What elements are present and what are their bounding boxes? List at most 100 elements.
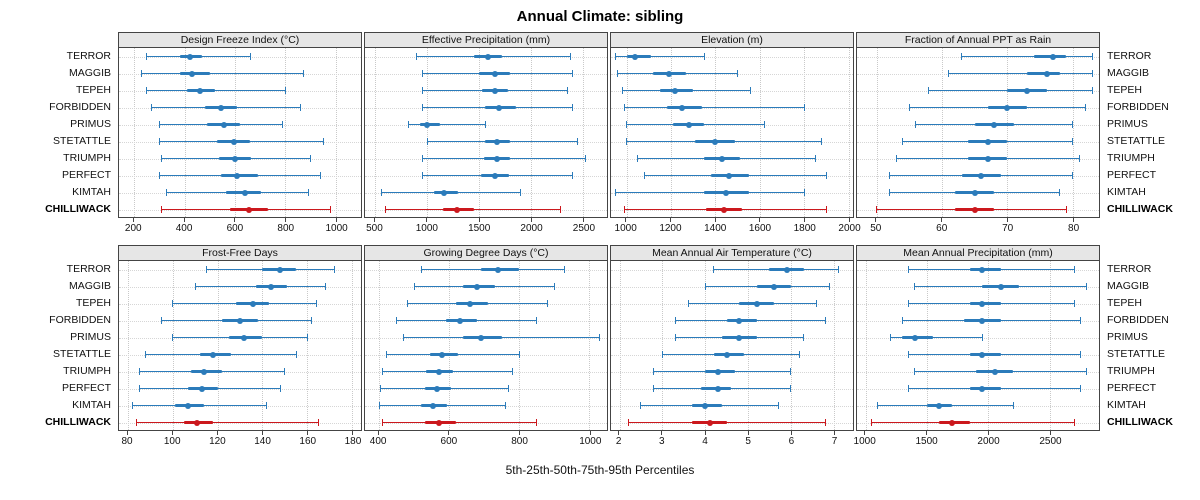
whisker-cap	[249, 53, 251, 60]
median-dot	[736, 317, 743, 324]
median-dot	[948, 419, 955, 426]
station-label-left: PRIMUS	[70, 331, 111, 343]
axis-tick	[625, 218, 627, 222]
axis-tick	[1007, 218, 1009, 222]
station-label-right: KIMTAH	[1107, 186, 1146, 198]
horizontal-gridline	[611, 303, 853, 305]
median-dot	[991, 368, 998, 375]
median-dot	[1050, 53, 1057, 60]
median-dot	[753, 300, 760, 307]
axis-tick-label: 2500	[572, 223, 596, 234]
vertical-gridline	[748, 261, 750, 430]
axis-tick	[759, 218, 761, 222]
panel-title-mean-annual-precipitation-mm: Mean Annual Precipitation (mm)	[856, 245, 1100, 261]
station-label-left: FORBIDDEN	[49, 314, 111, 326]
whisker-cap	[824, 419, 826, 426]
whisker-cap	[564, 266, 566, 273]
axis-tick	[804, 218, 806, 222]
panel-plot-design-freeze-index-c	[118, 48, 362, 218]
horizontal-gridline	[119, 73, 361, 75]
vertical-gridline	[335, 48, 337, 217]
axis-tick-label: 1000	[579, 436, 602, 447]
station-label-right: TRIUMPH	[1107, 152, 1155, 164]
whisker-cap	[385, 206, 387, 213]
vertical-gridline	[531, 48, 533, 217]
median-dot	[783, 266, 790, 273]
median-dot	[632, 53, 639, 60]
whisker-cap	[674, 317, 676, 324]
whisker-cap	[266, 402, 268, 409]
station-label-left: CHILLIWACK	[45, 416, 111, 428]
median-dot	[770, 283, 777, 290]
whisker-cap	[136, 419, 138, 426]
vertical-gridline	[589, 261, 591, 430]
median-dot	[424, 121, 431, 128]
axis-tick	[262, 431, 264, 435]
whisker-cap	[504, 402, 506, 409]
whisker-cap	[828, 283, 830, 290]
whisker-cap	[915, 121, 917, 128]
whisker-cap	[640, 402, 642, 409]
axis-tick	[669, 218, 671, 222]
whisker-cap	[687, 300, 689, 307]
horizontal-gridline	[365, 371, 607, 373]
horizontal-gridline	[365, 192, 607, 194]
whisker-cap	[1080, 351, 1082, 358]
whisker-cap	[138, 385, 140, 392]
panel-axis-elevation-m: 1000 1200 1400 1600 1800 2000	[610, 218, 861, 238]
station-label-left: KIMTAH	[72, 186, 111, 198]
iqr-bar	[626, 55, 651, 58]
axis-tick	[336, 218, 338, 222]
axis-tick-label: 5	[745, 436, 751, 447]
whisker-cap	[320, 172, 322, 179]
horizontal-gridline	[119, 422, 361, 424]
station-label-left: STETATTLE	[53, 348, 111, 360]
whisker-cap	[311, 317, 313, 324]
whisker-cap	[777, 402, 779, 409]
station-label-left: TERROR	[66, 263, 111, 275]
median-dot	[484, 53, 491, 60]
median-dot	[194, 419, 201, 426]
vertical-gridline	[1007, 48, 1009, 217]
station-label-right: CHILLIWACK	[1107, 203, 1173, 215]
whisker-cap	[704, 283, 706, 290]
whisker-line	[948, 73, 1093, 74]
horizontal-gridline	[857, 73, 1099, 75]
whisker-cap	[146, 87, 148, 94]
whisker-cap	[928, 87, 930, 94]
horizontal-gridline	[611, 269, 853, 271]
median-dot	[979, 300, 986, 307]
whisker-cap	[1012, 402, 1014, 409]
whisker-cap	[508, 385, 510, 392]
axis-tick-label: 600	[226, 223, 244, 234]
vertical-gridline	[705, 261, 707, 430]
whisker-cap	[138, 368, 140, 375]
whisker-cap	[322, 138, 324, 145]
station-label-right: KIMTAH	[1107, 399, 1146, 411]
whisker-cap	[518, 351, 520, 358]
whisker-line	[141, 73, 304, 74]
iqr-bar	[1033, 55, 1067, 58]
iqr-bar	[1027, 72, 1060, 75]
whisker-cap	[161, 206, 163, 213]
horizontal-gridline	[119, 354, 361, 356]
whisker-cap	[621, 87, 623, 94]
axis-tick	[790, 431, 792, 435]
whisker-cap	[821, 138, 823, 145]
axis-tick-label: 500	[366, 223, 383, 234]
panel-plot-elevation-m	[610, 48, 854, 218]
axis-tick-label: 400	[175, 223, 193, 234]
whisker-cap	[421, 172, 423, 179]
station-label-right: STETATTLE	[1107, 135, 1165, 147]
axis-tick-label: 6	[788, 436, 795, 447]
whisker-cap	[889, 172, 891, 179]
whisker-cap	[1073, 300, 1075, 307]
axis-tick	[618, 431, 620, 435]
whisker-cap	[306, 334, 308, 341]
whisker-cap	[626, 121, 628, 128]
horizontal-gridline	[365, 422, 607, 424]
whisker-cap	[1080, 385, 1082, 392]
horizontal-gridline	[365, 354, 607, 356]
station-label-left: KIMTAH	[72, 399, 111, 411]
station-label-right: PRIMUS	[1107, 331, 1148, 343]
